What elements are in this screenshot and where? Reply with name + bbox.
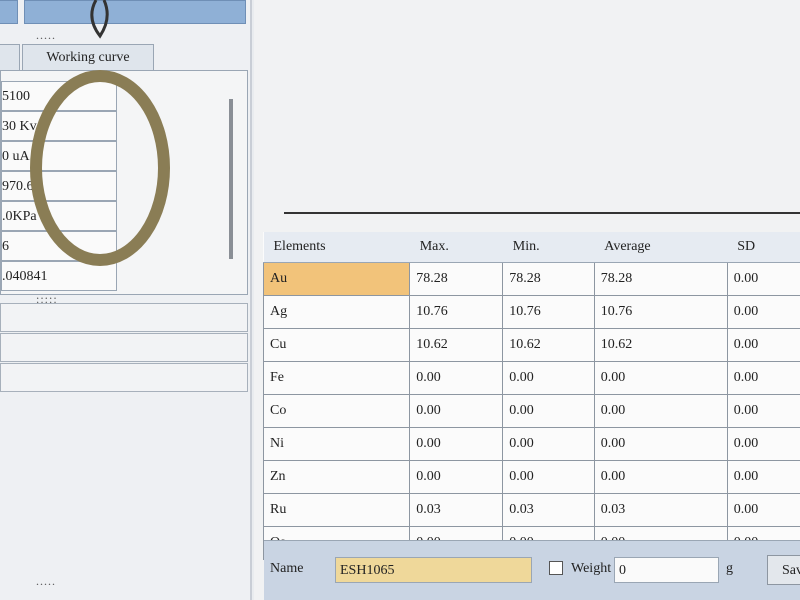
field: 30 Kv: [1, 111, 117, 141]
value-cell: 10.76: [502, 295, 595, 329]
element-cell: Zn: [262, 460, 411, 494]
splitter: .....: [36, 574, 56, 588]
splitter: :::::: [36, 292, 58, 306]
value-cell: 78.28: [593, 262, 728, 296]
list-row[interactable]: [0, 333, 248, 362]
value-cell: 0.03: [593, 493, 728, 527]
name-label: Name: [270, 561, 304, 576]
table-row: Ru 0.03 0.03 0.03 0.00: [262, 493, 800, 527]
tab[interactable]: [0, 44, 20, 70]
field: 0 uA: [1, 141, 117, 171]
element-cell: Cu: [262, 328, 411, 362]
element-cell: Fe: [262, 361, 411, 395]
field: .040841: [1, 261, 117, 291]
list-row[interactable]: [0, 363, 248, 392]
value-cell: 0.00: [593, 460, 728, 494]
value-cell: 0.00: [409, 394, 504, 428]
value-cell: 0.00: [593, 361, 728, 395]
results-table: Elements Max. Min. Average SD Au 78.28 78.28 78.…: [262, 232, 800, 560]
name-input[interactable]: ESH1065: [335, 557, 532, 583]
table-row: Zn 0.00 0.00 0.00 0.00: [262, 460, 800, 494]
footer-bar: Name ESH1065 Weight 0 g Save: [264, 540, 800, 600]
table-row: Co 0.00 0.00 0.00 0.00: [262, 394, 800, 428]
value-cell: 0.00: [409, 361, 504, 395]
splitter: .....: [36, 28, 56, 42]
value-cell: 10.62: [502, 328, 595, 362]
unit-label: g: [726, 561, 733, 576]
toolbar-button[interactable]: [24, 0, 246, 24]
value-cell: 0.00: [502, 460, 595, 494]
column-header: Average: [594, 232, 728, 263]
list-row[interactable]: [0, 303, 248, 332]
table-row: Ni 0.00 0.00 0.00 0.00: [262, 427, 800, 461]
value-cell: 0.03: [409, 493, 504, 527]
field: .0KPa: [1, 201, 117, 231]
pendant-frame: [30, 70, 170, 266]
element-cell: Au: [262, 262, 411, 296]
value-cell: 0.00: [726, 493, 800, 527]
weight-label: Weight: [571, 561, 612, 576]
column-header: Max.: [409, 232, 503, 263]
element-cell: Ni: [262, 427, 411, 461]
value-cell: 0.00: [593, 427, 728, 461]
value-cell: 0.00: [726, 295, 800, 329]
value-cell: 0.00: [409, 427, 504, 461]
element-cell: Ru: [262, 493, 411, 527]
tab[interactable]: Working curve: [22, 44, 154, 70]
value-cell: 10.62: [593, 328, 728, 362]
value-cell: 10.76: [593, 295, 728, 329]
table-row: Fe 0.00 0.00 0.00 0.00: [262, 361, 800, 395]
value-cell: 0.00: [726, 394, 800, 428]
column-header: Min.: [502, 232, 595, 263]
value-cell: 0.03: [502, 493, 595, 527]
pendant-chain: [90, 0, 109, 39]
save-button[interactable]: Save: [767, 555, 800, 585]
column-header: Elements: [263, 232, 410, 263]
weight-input[interactable]: 0: [614, 557, 719, 583]
weight-checkbox[interactable]: [549, 561, 563, 575]
value-cell: 10.76: [409, 295, 504, 329]
value-cell: 0.00: [726, 427, 800, 461]
value-cell: 0.00: [502, 394, 595, 428]
divider: [284, 212, 800, 214]
scrollbar[interactable]: [229, 99, 233, 259]
field: 970.6: [1, 171, 117, 201]
right-panel: Elements Max. Min. Average SD Au 78.28 78.28 78.…: [254, 0, 800, 600]
value-cell: 0.00: [726, 262, 800, 296]
toolbar-button[interactable]: [0, 0, 18, 24]
